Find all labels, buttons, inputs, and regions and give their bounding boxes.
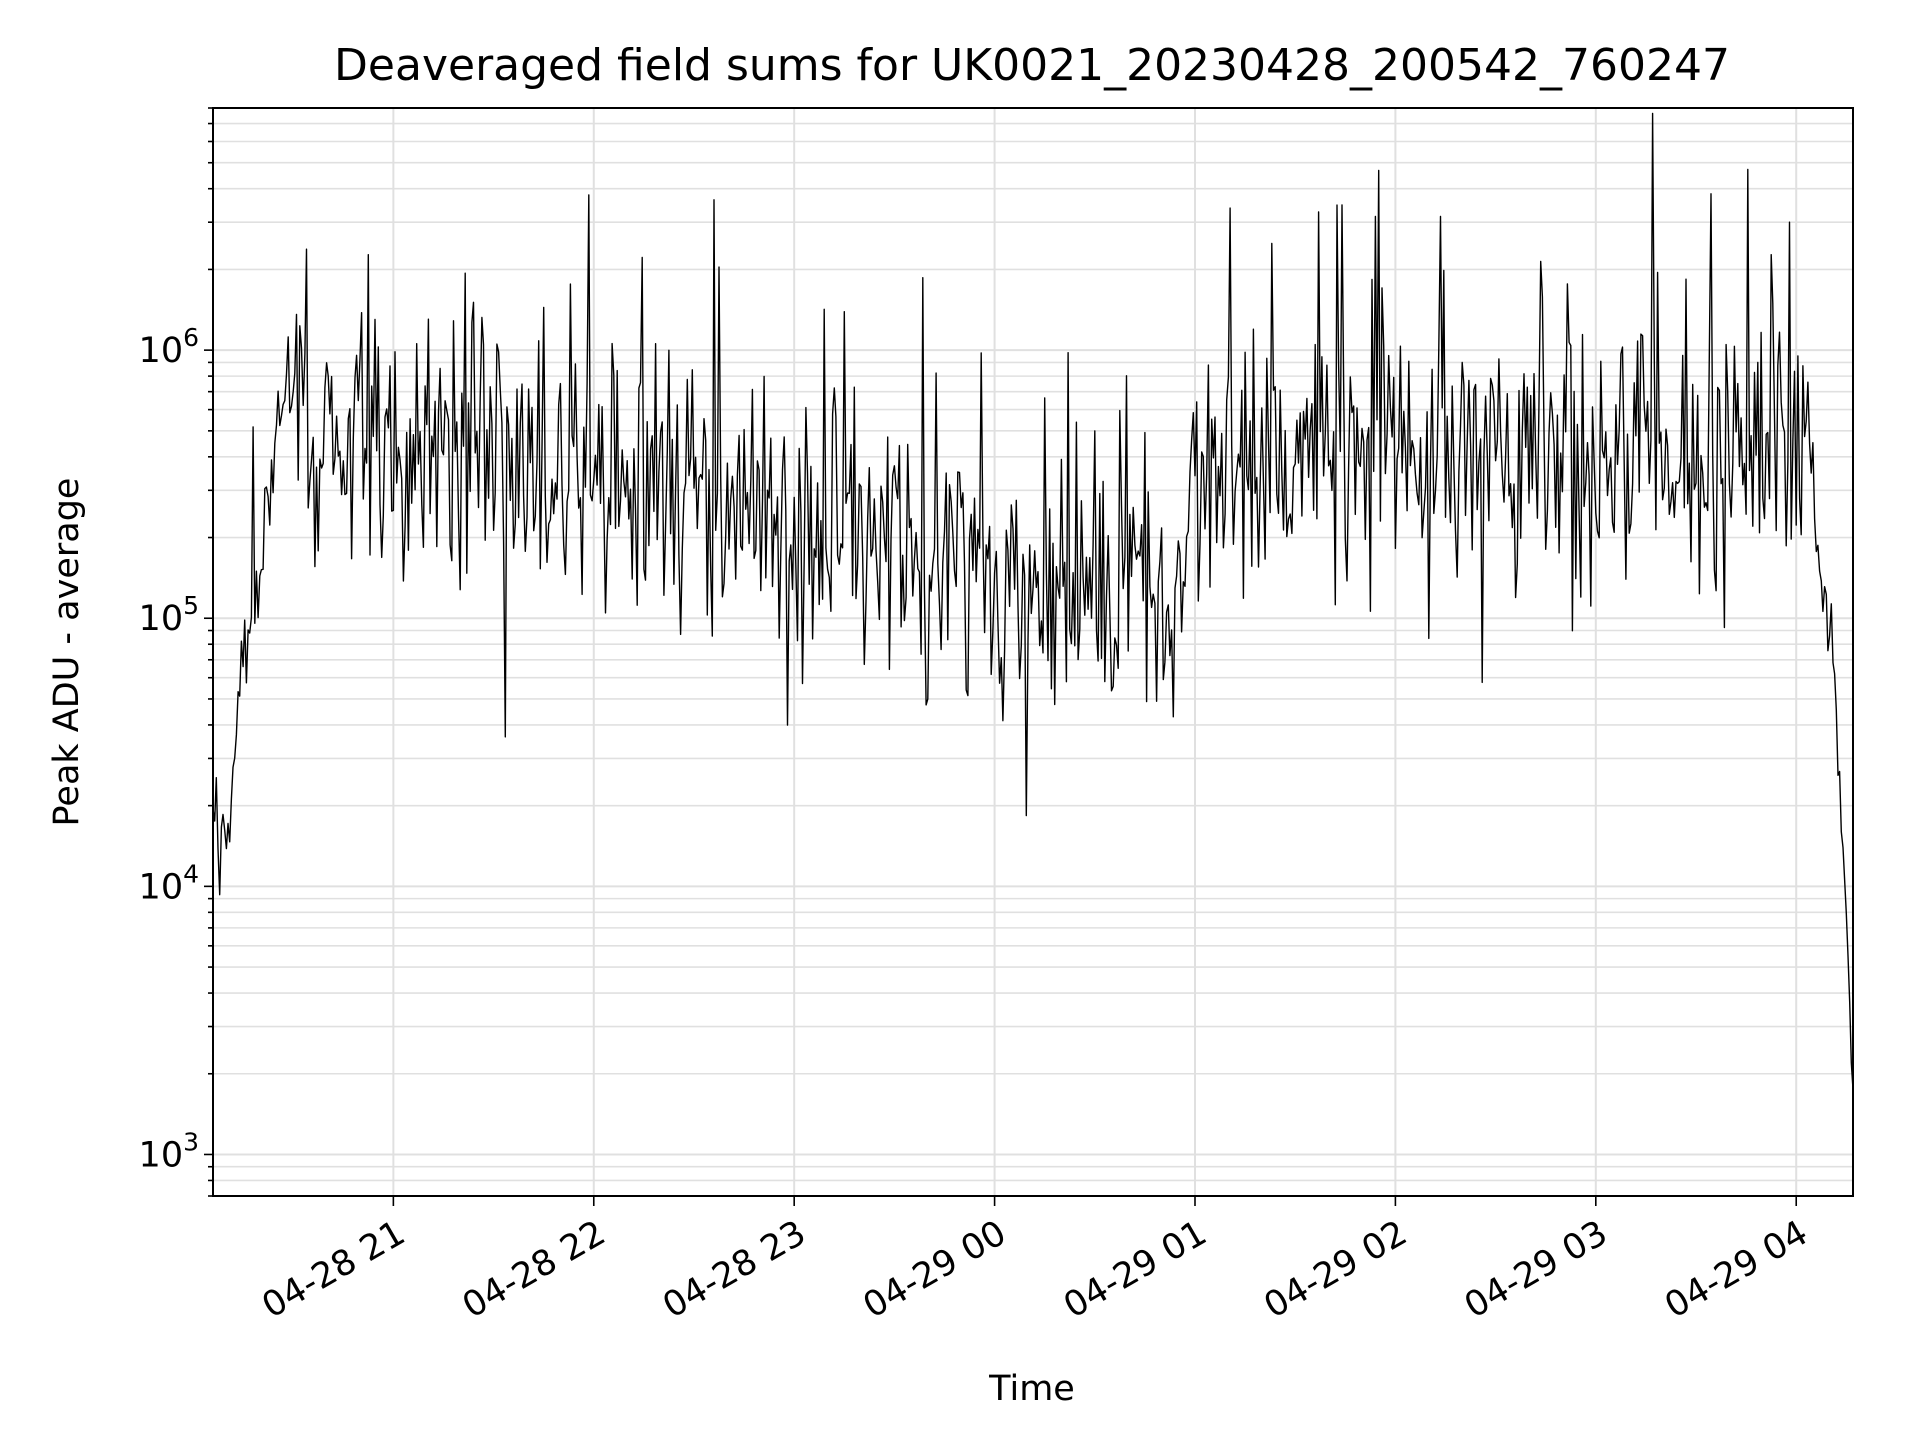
y-axis-ticks: 103 104 105 106: [139, 107, 213, 1197]
y-tick-label: 104: [139, 859, 199, 907]
y-axis-label: Peak ADU - average: [47, 478, 87, 827]
plot-area-frame: [212, 107, 1854, 1197]
y-tick-label: 105: [139, 591, 199, 639]
chart-title: Deaveraged field sums for UK0021_2023042…: [334, 40, 1730, 91]
y-tick-label: 106: [139, 323, 199, 371]
y-tick-label: 103: [139, 1127, 199, 1175]
x-axis-label: Time: [988, 1369, 1075, 1409]
x-gridlines: [392, 108, 1798, 1196]
series-path: [212, 112, 1854, 1090]
data-series-line: [212, 112, 1854, 1090]
